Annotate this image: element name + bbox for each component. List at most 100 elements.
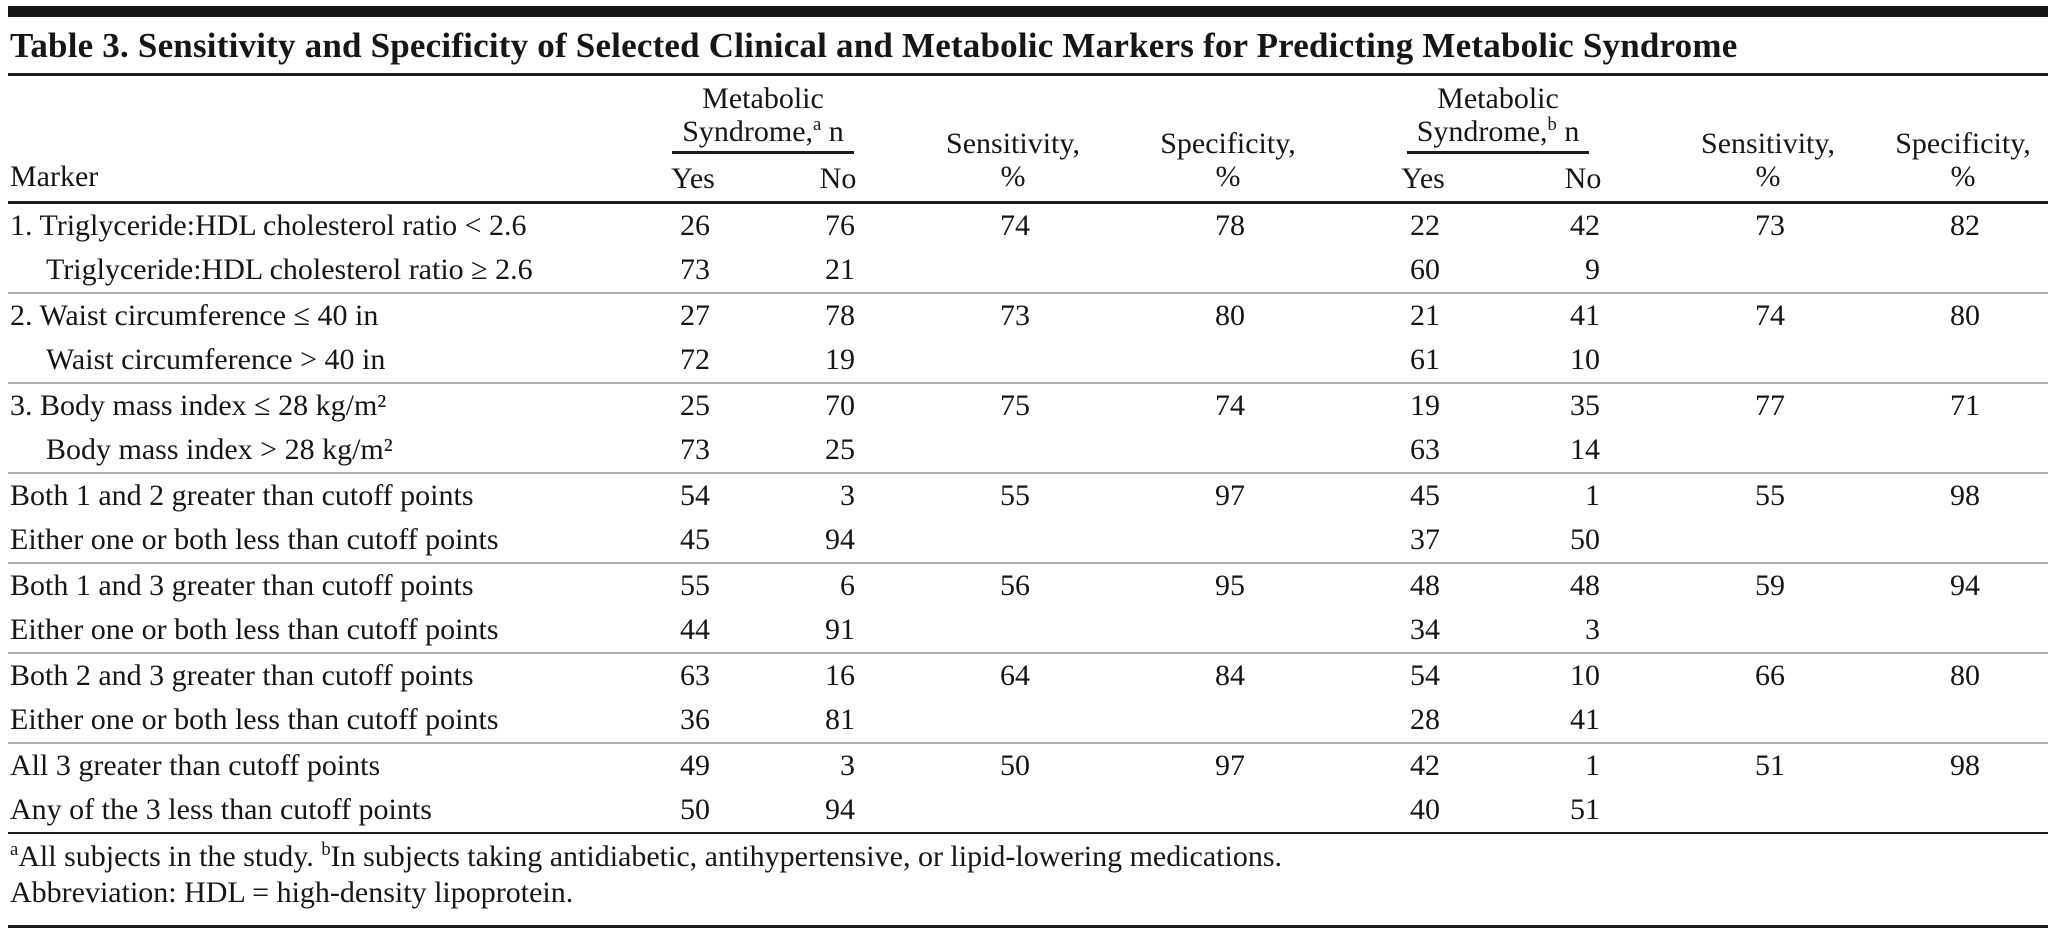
yes-b-cell: 61	[1410, 343, 1440, 376]
sens-b-cell: 77	[1658, 382, 1878, 428]
sens-b-cell	[1658, 788, 1878, 832]
footnote-sup-b: b	[321, 839, 331, 860]
no-a-cell: 3	[768, 472, 908, 518]
table-title: Table 3. Sensitivity and Specificity of …	[10, 26, 1738, 65]
sens-b-cell: 74	[1658, 292, 1878, 338]
yes-a-cell: 73	[680, 433, 710, 466]
column-header-sensitivity-a: Sensitivity, %	[946, 127, 1080, 193]
sens-b-cell	[1658, 518, 1878, 563]
no-b-cell: 41	[1508, 292, 1658, 338]
column-header-specificity-a: Specificity, %	[1160, 127, 1296, 193]
table-row: 3. Body mass index ≤ 28 kg/m² 25 70 75 74 19 3…	[8, 382, 2048, 428]
yes-b-cell: 22	[1410, 209, 1440, 242]
column-header-no-a: No	[819, 162, 857, 195]
footnotes: aAll subjects in the study. bIn subjects…	[8, 832, 2048, 925]
spec-a-cell	[1118, 698, 1338, 743]
yes-a-cell: 50	[680, 793, 710, 826]
spec-b-cell	[1878, 428, 2048, 473]
yes-b-cell: 60	[1410, 253, 1440, 286]
no-a-cell: 19	[825, 343, 855, 376]
footnote-sup-a: a	[10, 839, 19, 860]
spec-b-cell: 80	[1878, 292, 2048, 338]
spec-a-cell: 74	[1118, 382, 1338, 428]
sens-b-cell	[1658, 698, 1878, 743]
sens-a-cell	[908, 518, 1118, 563]
sens-a-cell	[908, 338, 1118, 383]
no-b-cell: 50	[1570, 523, 1600, 556]
no-a-cell: 16	[768, 652, 908, 698]
yes-b-cell: 40	[1410, 793, 1440, 826]
no-a-cell: 21	[825, 253, 855, 286]
yes-a-cell: 27	[618, 292, 768, 338]
group-b-line1: Metabolic	[1437, 82, 1559, 115]
marker-cell: Both 1 and 3 greater than cutoff points	[8, 562, 618, 608]
no-b-cell: 14	[1570, 433, 1600, 466]
yes-a-cell: 49	[618, 742, 768, 788]
sens-b-cell	[1658, 428, 1878, 473]
sens-b-cell: 73	[1755, 209, 1785, 242]
yes-a-cell: 45	[680, 523, 710, 556]
table-row: Both 1 and 2 greater than cutoff points 5…	[8, 472, 2048, 518]
sens-a-cell	[908, 608, 1118, 653]
table-row: All 3 greater than cutoff points 49 3 50 97 4…	[8, 742, 2048, 788]
top-rule	[8, 6, 2048, 17]
sens-b-cell: 66	[1658, 652, 1878, 698]
spec-b-cell: 98	[1878, 472, 2048, 518]
table-row: Waist circumference > 40 in 72 19 61 10	[8, 338, 2048, 383]
spec-b-cell	[1878, 518, 2048, 563]
no-b-cell: 48	[1508, 562, 1658, 608]
yes-a-cell: 54	[618, 472, 768, 518]
no-a-cell: 81	[825, 703, 855, 736]
spec-a-cell	[1118, 428, 1338, 473]
table-row: Either one or both less than cutoff poin…	[8, 518, 2048, 563]
yes-b-cell: 28	[1410, 703, 1440, 736]
sens-a-cell	[908, 428, 1118, 473]
sens-a-cell: 64	[908, 652, 1118, 698]
no-b-cell: 35	[1508, 382, 1658, 428]
column-group-metabolic-syndrome-b: Metabolic Syndrome,b n	[1338, 76, 1658, 162]
yes-a-cell: 44	[680, 613, 710, 646]
spec-a-cell	[1118, 788, 1338, 832]
table-row: 2. Waist circumference ≤ 40 in 27 78 73 80 21…	[8, 292, 2048, 338]
spec-b-cell	[1878, 248, 2048, 293]
yes-a-cell: 36	[680, 703, 710, 736]
sens-a-cell: 73	[908, 292, 1118, 338]
spec-a-cell	[1118, 338, 1338, 383]
spec-b-cell: 94	[1878, 562, 2048, 608]
table-row: Both 2 and 3 greater than cutoff points 6…	[8, 652, 2048, 698]
column-header-yes-a: Yes	[671, 162, 715, 195]
yes-a-cell: 73	[680, 253, 710, 286]
table-row: Triglyceride:HDL cholesterol ratio ≥ 2.6…	[8, 248, 2048, 293]
no-a-cell: 91	[825, 613, 855, 646]
spec-b-cell	[1878, 608, 2048, 653]
column-header-yes-b: Yes	[1401, 162, 1445, 195]
marker-cell: Both 2 and 3 greater than cutoff points	[8, 652, 618, 698]
yes-b-cell: 54	[1338, 652, 1508, 698]
marker-cell: Waist circumference > 40 in	[46, 343, 386, 376]
yes-b-cell: 21	[1338, 292, 1508, 338]
marker-cell: Body mass index > 28 kg/m²	[46, 433, 393, 466]
marker-cell: 1. Triglyceride:HDL cholesterol ratio < …	[10, 209, 527, 242]
no-b-cell: 41	[1570, 703, 1600, 736]
no-a-cell: 94	[825, 793, 855, 826]
spec-b-cell: 82	[1950, 209, 1980, 242]
column-header-no-b: No	[1564, 162, 1602, 195]
spec-a-cell: 97	[1118, 742, 1338, 788]
title-rule	[8, 73, 2048, 76]
table-row: 1. Triglyceride:HDL cholesterol ratio < …	[8, 203, 2048, 249]
no-a-cell: 25	[825, 433, 855, 466]
yes-b-cell: 45	[1338, 472, 1508, 518]
sens-a-cell: 56	[908, 562, 1118, 608]
sens-a-cell	[908, 698, 1118, 743]
sens-b-cell: 51	[1658, 742, 1878, 788]
marker-cell: Both 1 and 2 greater than cutoff points	[8, 472, 618, 518]
spec-a-cell: 97	[1118, 472, 1338, 518]
spec-b-cell: 71	[1878, 382, 2048, 428]
sens-b-cell	[1658, 608, 1878, 653]
spec-b-cell: 80	[1878, 652, 2048, 698]
sens-a-cell: 74	[1000, 209, 1030, 242]
column-group-metabolic-syndrome-a: Metabolic Syndrome,a n	[618, 76, 908, 162]
sens-b-cell	[1658, 338, 1878, 383]
no-b-cell: 1	[1508, 742, 1658, 788]
yes-b-cell: 42	[1338, 742, 1508, 788]
